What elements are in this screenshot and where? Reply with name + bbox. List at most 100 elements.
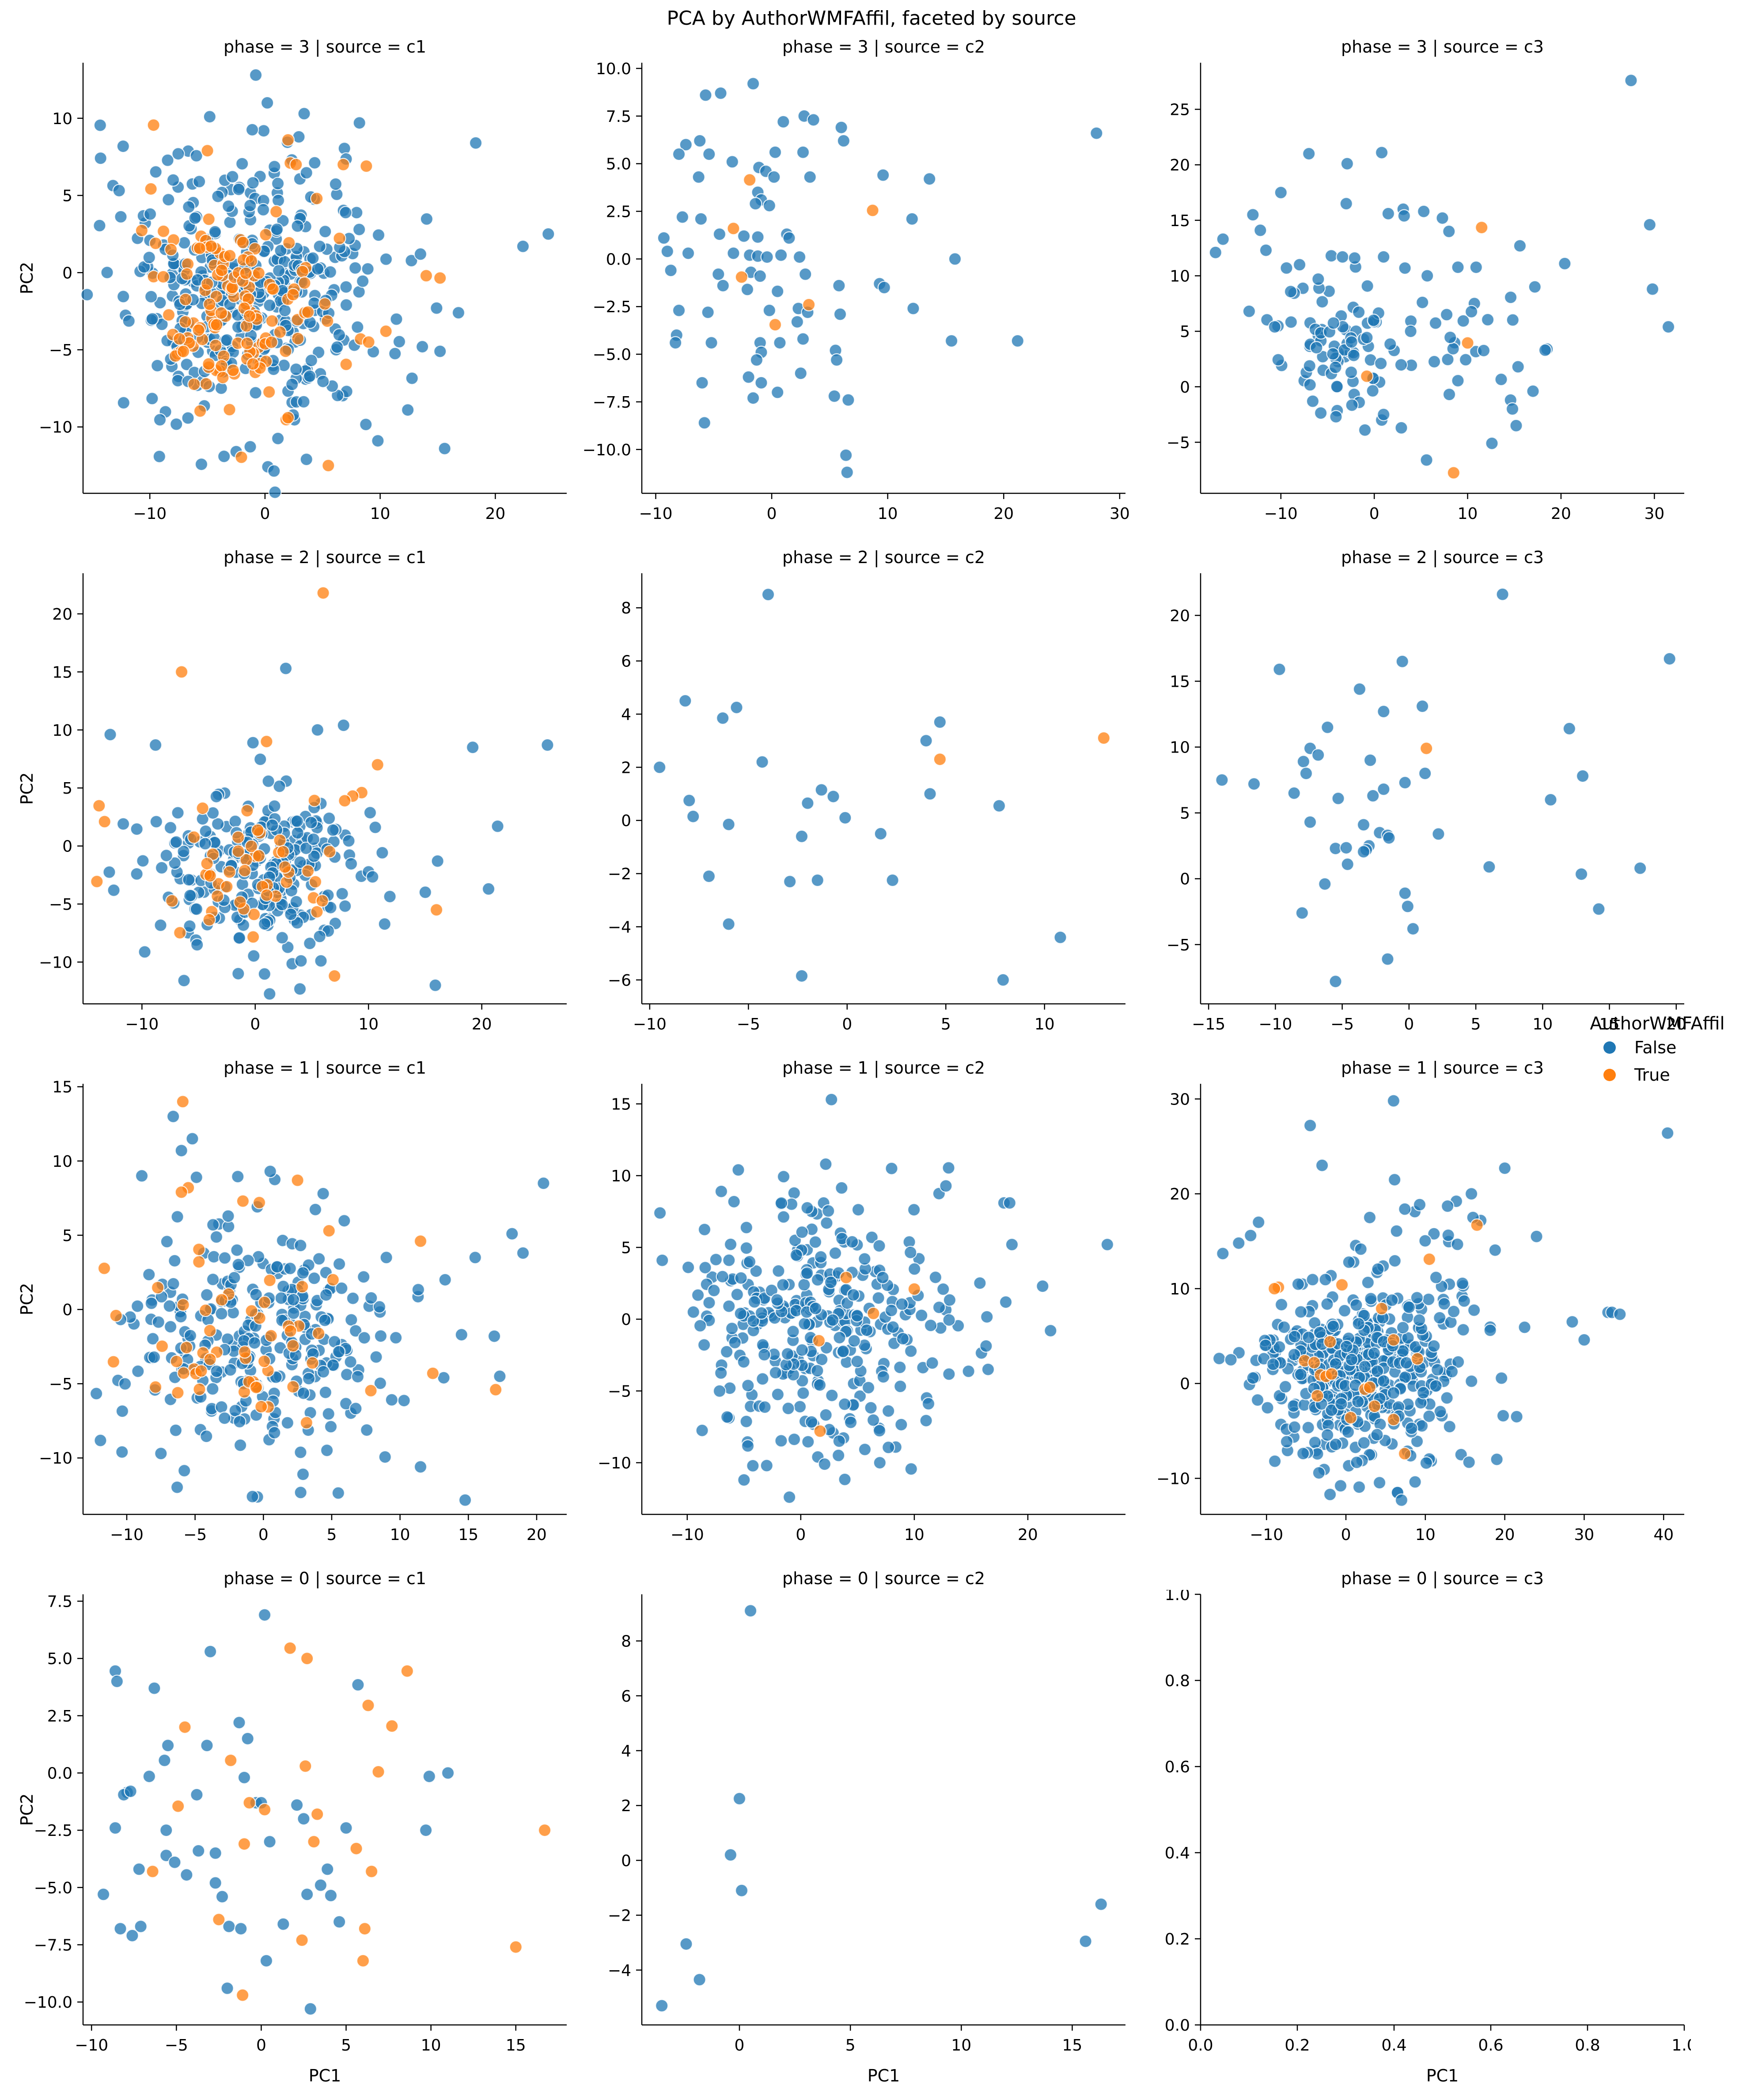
svg-text:5: 5: [621, 1239, 631, 1257]
svg-text:0: 0: [1341, 1526, 1351, 1544]
legend-label-true: True: [1634, 1065, 1670, 1085]
svg-text:0.4: 0.4: [1381, 2036, 1406, 2055]
svg-text:10: 10: [904, 1526, 925, 1544]
legend-title: AuthorWMFAffil: [1590, 1014, 1725, 1034]
svg-text:2.5: 2.5: [606, 203, 631, 221]
svg-text:0: 0: [621, 1311, 631, 1329]
svg-text:20: 20: [52, 605, 72, 624]
facet-phase1-c3: phase = 1 | source = c3 −10 0 10 20 30 40 −10 0 1…: [1134, 1056, 1693, 1555]
facet-phase1-c2: phase = 1 | source = c2 −10 0 10 20 −10 −5 0 5 10…: [576, 1056, 1134, 1555]
svg-text:4: 4: [621, 706, 631, 724]
svg-text:10: 10: [390, 1526, 410, 1544]
svg-text:−5.0: −5.0: [593, 346, 631, 364]
svg-text:30: 30: [1574, 1526, 1595, 1544]
svg-text:−10: −10: [598, 1454, 631, 1472]
facet-plot-phase1-c2: −10 0 10 20 −10 −5 0 5 10 15: [598, 1084, 1125, 1544]
svg-text:5: 5: [1180, 805, 1190, 823]
svg-text:20: 20: [485, 505, 505, 523]
svg-text:0: 0: [62, 264, 72, 282]
svg-text:30: 30: [1644, 505, 1664, 523]
facet-title-phase2-c2: phase = 2 | source = c2: [782, 548, 985, 567]
svg-text:−2: −2: [608, 865, 631, 883]
svg-text:0: 0: [767, 505, 777, 523]
svg-text:10: 10: [951, 2036, 971, 2055]
svg-text:−2: −2: [608, 1907, 631, 1925]
facet-plot-phase2-c3: −15 −10 −5 0 5 10 15 20 −5 0 5 10 15 20: [1167, 573, 1686, 1033]
svg-text:5: 5: [62, 187, 72, 205]
svg-text:30: 30: [1170, 1090, 1190, 1109]
facet-phase0-c1: phase = 0 | source = c1 −10 −5 0 5 10 15 −10.0−…: [17, 1567, 576, 2100]
svg-text:0.6: 0.6: [1478, 2036, 1503, 2055]
facet-plot-phase1-c3: −10 0 10 20 30 40 −10 0 10 20 30: [1156, 1084, 1684, 1544]
facet-plot-phase3-c1: −10 0 10 20 −10 −5 0 5 10 PC2: [17, 63, 567, 523]
facet-phase2-c2: phase = 2 | source = c2 −10 −5 0 5 10 −6 −4 −2 0 2…: [576, 546, 1134, 1045]
svg-text:−10.0: −10.0: [24, 1994, 72, 2012]
svg-text:5: 5: [62, 1227, 72, 1245]
facet-title-phase3-c3: phase = 3 | source = c3: [1341, 37, 1544, 57]
svg-text:0: 0: [62, 838, 72, 856]
svg-text:2: 2: [621, 759, 631, 777]
svg-text:20: 20: [1551, 505, 1571, 523]
svg-text:−10: −10: [75, 2036, 108, 2055]
facet-title-phase3-c2: phase = 3 | source = c2: [782, 37, 985, 57]
svg-text:20: 20: [1170, 607, 1190, 625]
svg-text:10: 10: [358, 1015, 379, 1033]
svg-text:−4: −4: [608, 918, 631, 936]
svg-text:−15: −15: [1192, 1015, 1225, 1033]
svg-text:−7.5: −7.5: [593, 394, 631, 412]
svg-text:−10: −10: [133, 505, 167, 523]
svg-text:−10: −10: [633, 1015, 667, 1033]
facet-phase3-c2: phase = 3 | source = c2 −10 0 10 20 30 −10.0 −7…: [576, 35, 1134, 534]
svg-text:10: 10: [878, 505, 898, 523]
true-series-dot-icon: [1603, 1069, 1616, 1081]
facet-title-phase0-c1: phase = 0 | source = c1: [223, 1569, 427, 1588]
svg-text:15: 15: [52, 663, 72, 681]
facet-phase0-c3: phase = 0 | source = c3 0.0 0.2 0.4 0.6 0.8 1.…: [1134, 1567, 1693, 2100]
facet-plot-phase2-c2: −10 −5 0 5 10 −6 −4 −2 0 2 4 6 8: [608, 573, 1125, 1033]
false-series-dot-icon: [1603, 1041, 1616, 1054]
svg-text:−5.0: −5.0: [34, 1879, 72, 1897]
svg-text:15: 15: [1170, 673, 1190, 691]
svg-text:0.8: 0.8: [1575, 2036, 1600, 2055]
svg-text:6: 6: [621, 1688, 631, 1706]
facet-phase2-c3: phase = 2 | source = c3 −15 −10 −5 0 5 10 15 20−…: [1134, 546, 1693, 1045]
facet-phase2-c1: phase = 2 | source = c1 −10 0 10 20 −10 −5 0 5 10…: [17, 546, 576, 1045]
svg-text:0: 0: [1404, 1015, 1414, 1033]
svg-text:15: 15: [1170, 212, 1190, 230]
x-axis-label: PC1: [1426, 2066, 1459, 2085]
svg-text:−2.5: −2.5: [34, 1822, 72, 1840]
svg-text:−10: −10: [639, 505, 673, 523]
svg-text:10: 10: [1458, 505, 1478, 523]
svg-text:0.6: 0.6: [1165, 1758, 1190, 1776]
facet-plot-phase0-c1: −10 −5 0 5 10 15 −10.0 −7.5 −5.0 −2.5 0.0 2.5 5.0 7.5…: [17, 1593, 567, 2085]
svg-text:−10: −10: [110, 1526, 144, 1544]
svg-text:10: 10: [1170, 1280, 1190, 1298]
svg-text:10: 10: [1170, 267, 1190, 285]
svg-text:−5: −5: [737, 1015, 760, 1033]
svg-text:−6: −6: [608, 972, 631, 990]
svg-text:8: 8: [621, 1633, 631, 1651]
facet-title-phase1-c1: phase = 1 | source = c1: [223, 1058, 427, 1078]
svg-text:5: 5: [941, 1015, 951, 1033]
svg-text:0: 0: [621, 1852, 631, 1870]
svg-text:10: 10: [1532, 1015, 1553, 1033]
svg-text:10: 10: [1034, 1015, 1055, 1033]
svg-text:−10: −10: [39, 419, 72, 437]
svg-text:15: 15: [1599, 1015, 1620, 1033]
svg-text:−10: −10: [1250, 1526, 1283, 1544]
svg-text:10: 10: [52, 1153, 72, 1171]
svg-text:−10: −10: [39, 954, 72, 972]
svg-text:−5: −5: [49, 341, 72, 359]
svg-text:−2.5: −2.5: [593, 298, 631, 316]
svg-text:10.0: 10.0: [596, 60, 631, 78]
svg-text:10: 10: [52, 110, 72, 128]
facets-grid: phase = 3 | source = c1 −10 0 10 20 −10 −5 0 5 10…: [17, 35, 1743, 2100]
svg-text:10: 10: [611, 1167, 631, 1185]
facet-plot-phase3-c3: −10 0 10 20 30 −5 0 5 10 15 20 25: [1167, 63, 1684, 523]
svg-text:0: 0: [621, 812, 631, 830]
svg-text:10: 10: [52, 722, 72, 740]
facet-phase3-c3: phase = 3 | source = c3 −10 0 10 20 30 −5 0 5 10 1…: [1134, 35, 1693, 534]
svg-text:15: 15: [52, 1079, 72, 1097]
svg-text:7.5: 7.5: [47, 1593, 72, 1611]
svg-text:−5: −5: [608, 1383, 631, 1401]
